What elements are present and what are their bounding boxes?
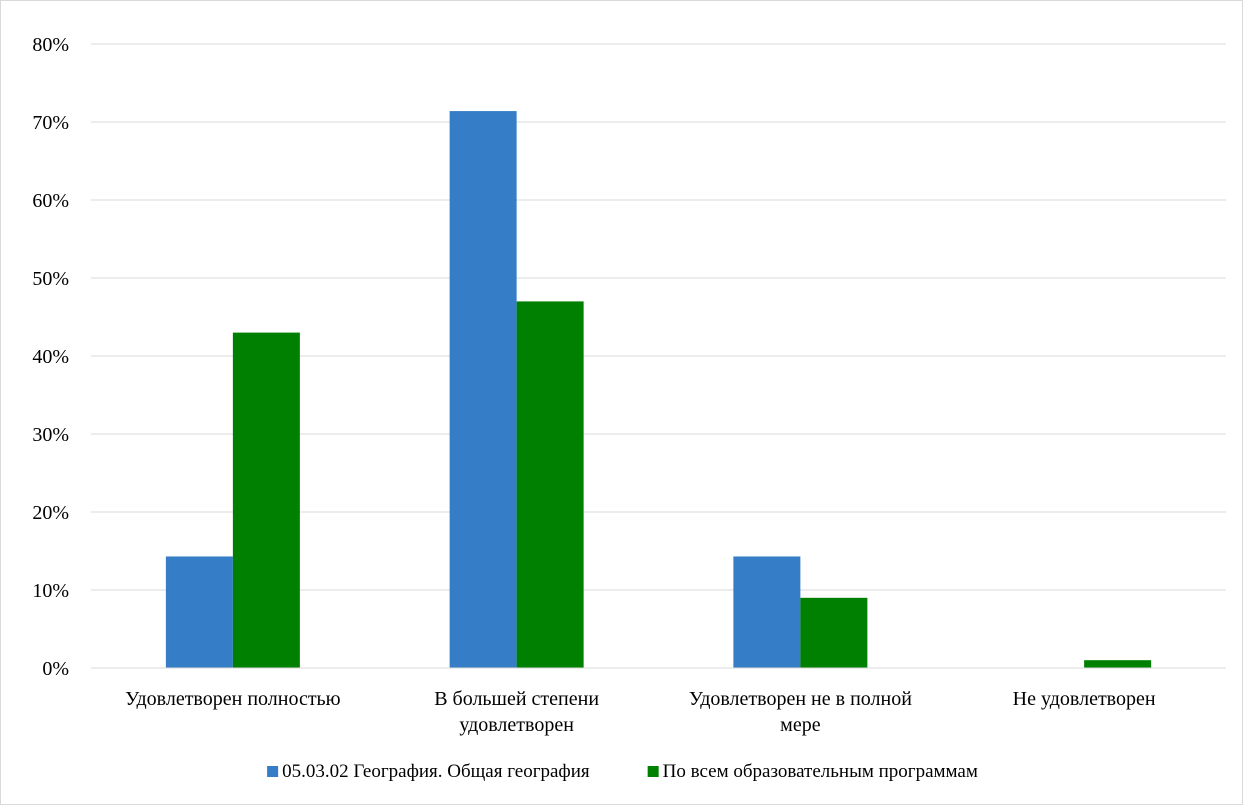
y-tick-label: 50%: [32, 268, 69, 290]
bar-series-1-category-1: [165, 556, 233, 668]
bar-series-1-category-2: [449, 111, 517, 668]
legend-marker: [267, 766, 279, 777]
y-tick-label: 70%: [32, 112, 69, 134]
y-tick-label: 20%: [32, 502, 69, 524]
y-tick-label: 10%: [32, 580, 69, 602]
bar-series-2-category-2: [516, 301, 584, 668]
y-tick-label: 80%: [32, 34, 69, 56]
x-category-label: Не удовлетворен: [1013, 688, 1156, 710]
legend-item-1: 05.03.02 География. Общая география: [267, 761, 590, 782]
bar-series-1-category-3: [733, 556, 801, 668]
legend: 05.03.02 География. Общая география По вс…: [267, 761, 978, 782]
y-tick-label: 60%: [32, 190, 69, 212]
bar-series-2-category-3: [800, 597, 868, 668]
y-tick-label: 40%: [32, 346, 69, 368]
x-category-label: В большей степени удовлетворен: [434, 688, 599, 736]
x-category-label: Удовлетворен полностью: [125, 688, 341, 710]
bar-series-2-category-1: [232, 332, 300, 668]
bars: [165, 111, 1152, 668]
y-tick-label: 0%: [42, 658, 69, 680]
y-tick-label: 30%: [32, 424, 69, 446]
legend-label: По всем образовательным программам: [663, 761, 978, 782]
legend-marker: [647, 766, 659, 777]
legend-item-2: По всем образовательным программам: [647, 761, 978, 782]
x-axis: Удовлетворен полностью В большей степени у…: [91, 667, 1226, 736]
y-axis-labels: 0% 10% 20% 30% 40% 50% 60% 70% 80%: [32, 34, 69, 680]
bar-series-2-category-4: [1084, 660, 1152, 668]
legend-label: 05.03.02 География. Общая география: [282, 761, 590, 782]
x-category-label: Удовлетворен не в полной мере: [689, 688, 912, 736]
